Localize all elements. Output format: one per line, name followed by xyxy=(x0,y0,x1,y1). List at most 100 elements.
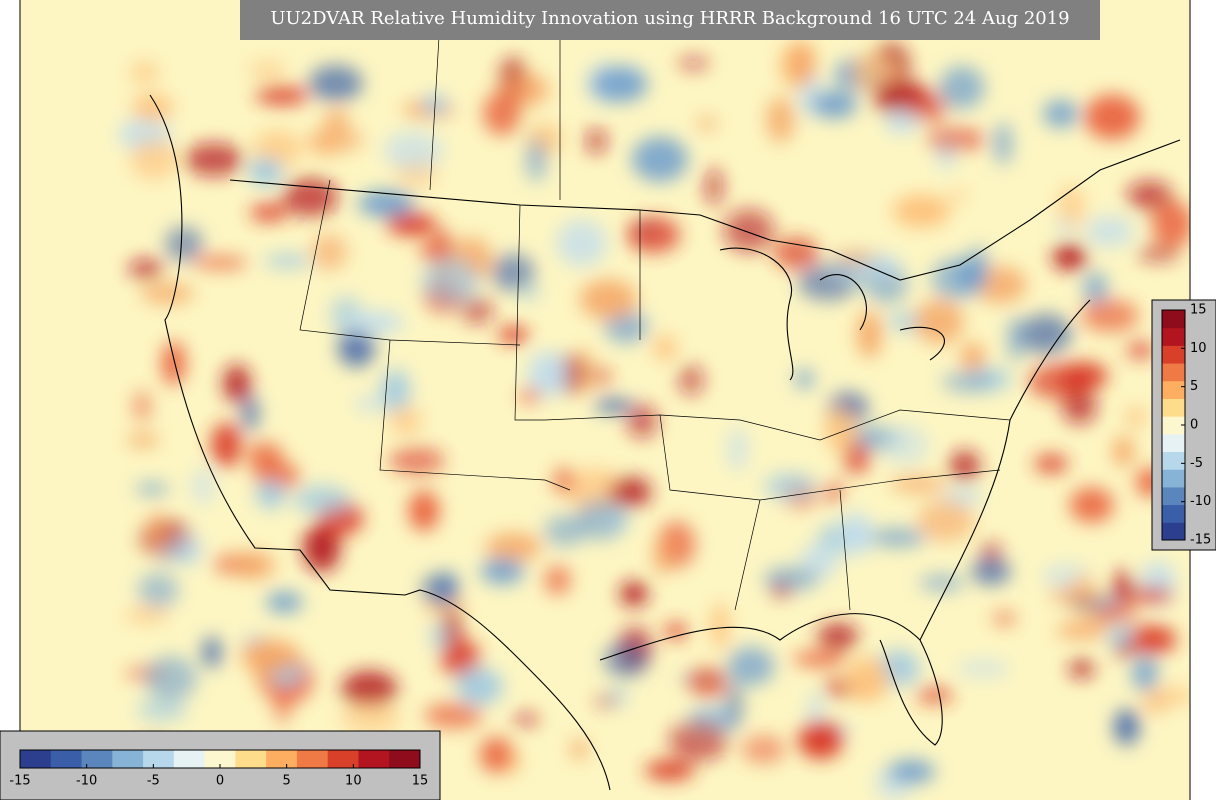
colorbar-cell xyxy=(358,750,390,768)
field-blob xyxy=(949,450,980,482)
colorbar-tick-label: 10 xyxy=(345,774,362,789)
field-blob xyxy=(800,542,839,579)
field-blob xyxy=(1143,687,1190,705)
field-blob xyxy=(241,639,300,674)
field-blob xyxy=(914,299,964,344)
field-blob xyxy=(357,190,415,217)
field-blob xyxy=(961,342,985,371)
field-blob xyxy=(1042,99,1079,128)
field-blob xyxy=(652,537,672,577)
field-blob xyxy=(1089,608,1139,625)
colorbar-tick-label: -5 xyxy=(147,774,160,789)
field-blob xyxy=(136,698,187,722)
field-blob xyxy=(843,440,871,474)
field-blob xyxy=(345,311,404,334)
field-blob xyxy=(817,622,859,650)
colorbar-tick-label: 5 xyxy=(1190,379,1198,394)
field-blob xyxy=(264,254,311,268)
colorbar-cell xyxy=(1162,433,1185,453)
field-blob xyxy=(663,622,688,640)
colorbar-cell xyxy=(204,750,236,768)
field-blob xyxy=(846,683,884,696)
field-blob xyxy=(917,499,975,542)
field-blob xyxy=(825,678,850,692)
field-blob xyxy=(575,349,594,394)
field-blob xyxy=(1056,220,1074,234)
colorbar-cell xyxy=(112,750,144,768)
field-blob xyxy=(223,364,251,403)
coastline xyxy=(599,299,1091,746)
field-blob xyxy=(766,96,795,143)
field-blob xyxy=(1125,406,1146,428)
field-blob xyxy=(193,256,248,269)
field-blob xyxy=(191,467,215,505)
field-blob xyxy=(608,686,628,705)
field-blob xyxy=(308,65,363,102)
field-blob xyxy=(380,369,411,413)
field-blob xyxy=(543,514,586,547)
field-blob xyxy=(1127,587,1174,603)
colorbar-cell xyxy=(173,750,206,768)
field-blob xyxy=(724,682,743,730)
field-blob xyxy=(323,109,350,134)
field-blob xyxy=(483,91,521,136)
field-blob xyxy=(130,138,178,180)
field-blob xyxy=(135,482,170,496)
field-blob xyxy=(591,66,648,103)
colorbar-cell xyxy=(81,750,113,768)
field-blob xyxy=(341,670,398,707)
colorbar-tick-label: 10 xyxy=(1190,341,1207,356)
field-blob xyxy=(824,481,844,504)
field-blob xyxy=(811,90,858,119)
field-blob xyxy=(1151,200,1190,248)
field-blob xyxy=(1131,655,1159,692)
field-blob xyxy=(456,667,503,706)
field-blob xyxy=(603,641,649,679)
field-blob xyxy=(789,40,816,85)
field-blob xyxy=(885,111,918,134)
field-blob xyxy=(939,66,985,109)
field-blob xyxy=(626,403,658,439)
colorbar-cell xyxy=(1162,416,1185,435)
field-blob xyxy=(1020,313,1072,355)
map-title: UU2DVAR Relative Humidity Innovation usi… xyxy=(270,8,1069,29)
field-blob xyxy=(798,720,844,760)
field-blob xyxy=(710,602,729,651)
field-blob xyxy=(282,177,339,218)
colorbar-cell xyxy=(327,750,359,768)
field-blob xyxy=(871,81,927,99)
field-blob xyxy=(631,136,688,182)
field-blob xyxy=(246,442,284,471)
field-blob xyxy=(1049,587,1102,603)
colorbar-tick-label: 15 xyxy=(412,774,429,789)
colorbar-tick-label: -10 xyxy=(1190,494,1211,509)
field-blob xyxy=(240,394,260,432)
field-blob xyxy=(971,558,1011,585)
field-blob xyxy=(773,236,819,270)
field-blob xyxy=(723,208,775,253)
field-blob xyxy=(388,446,445,476)
field-blob xyxy=(705,167,723,206)
field-blob xyxy=(1007,316,1025,362)
field-blob xyxy=(771,584,792,597)
colorbar-tick-label: 5 xyxy=(283,774,291,789)
colorbar-tick-label: 0 xyxy=(1190,418,1198,433)
field-blob xyxy=(795,369,814,389)
state-lines xyxy=(299,19,1011,611)
field-blob xyxy=(248,157,283,186)
field-blob xyxy=(1126,180,1173,211)
field-blob xyxy=(570,738,588,760)
field-blob xyxy=(653,334,677,362)
field-blob xyxy=(942,371,993,393)
field-blob xyxy=(165,226,203,262)
field-blob xyxy=(1136,246,1180,262)
field-blob xyxy=(792,651,847,667)
field-blob xyxy=(603,512,631,528)
colorbar-cell xyxy=(1162,504,1185,523)
field-blob xyxy=(211,422,242,468)
field-blob xyxy=(882,425,929,465)
field-blob xyxy=(1027,364,1088,400)
field-blob xyxy=(1056,622,1107,640)
field-blob xyxy=(128,259,163,279)
field-blob xyxy=(419,242,444,259)
